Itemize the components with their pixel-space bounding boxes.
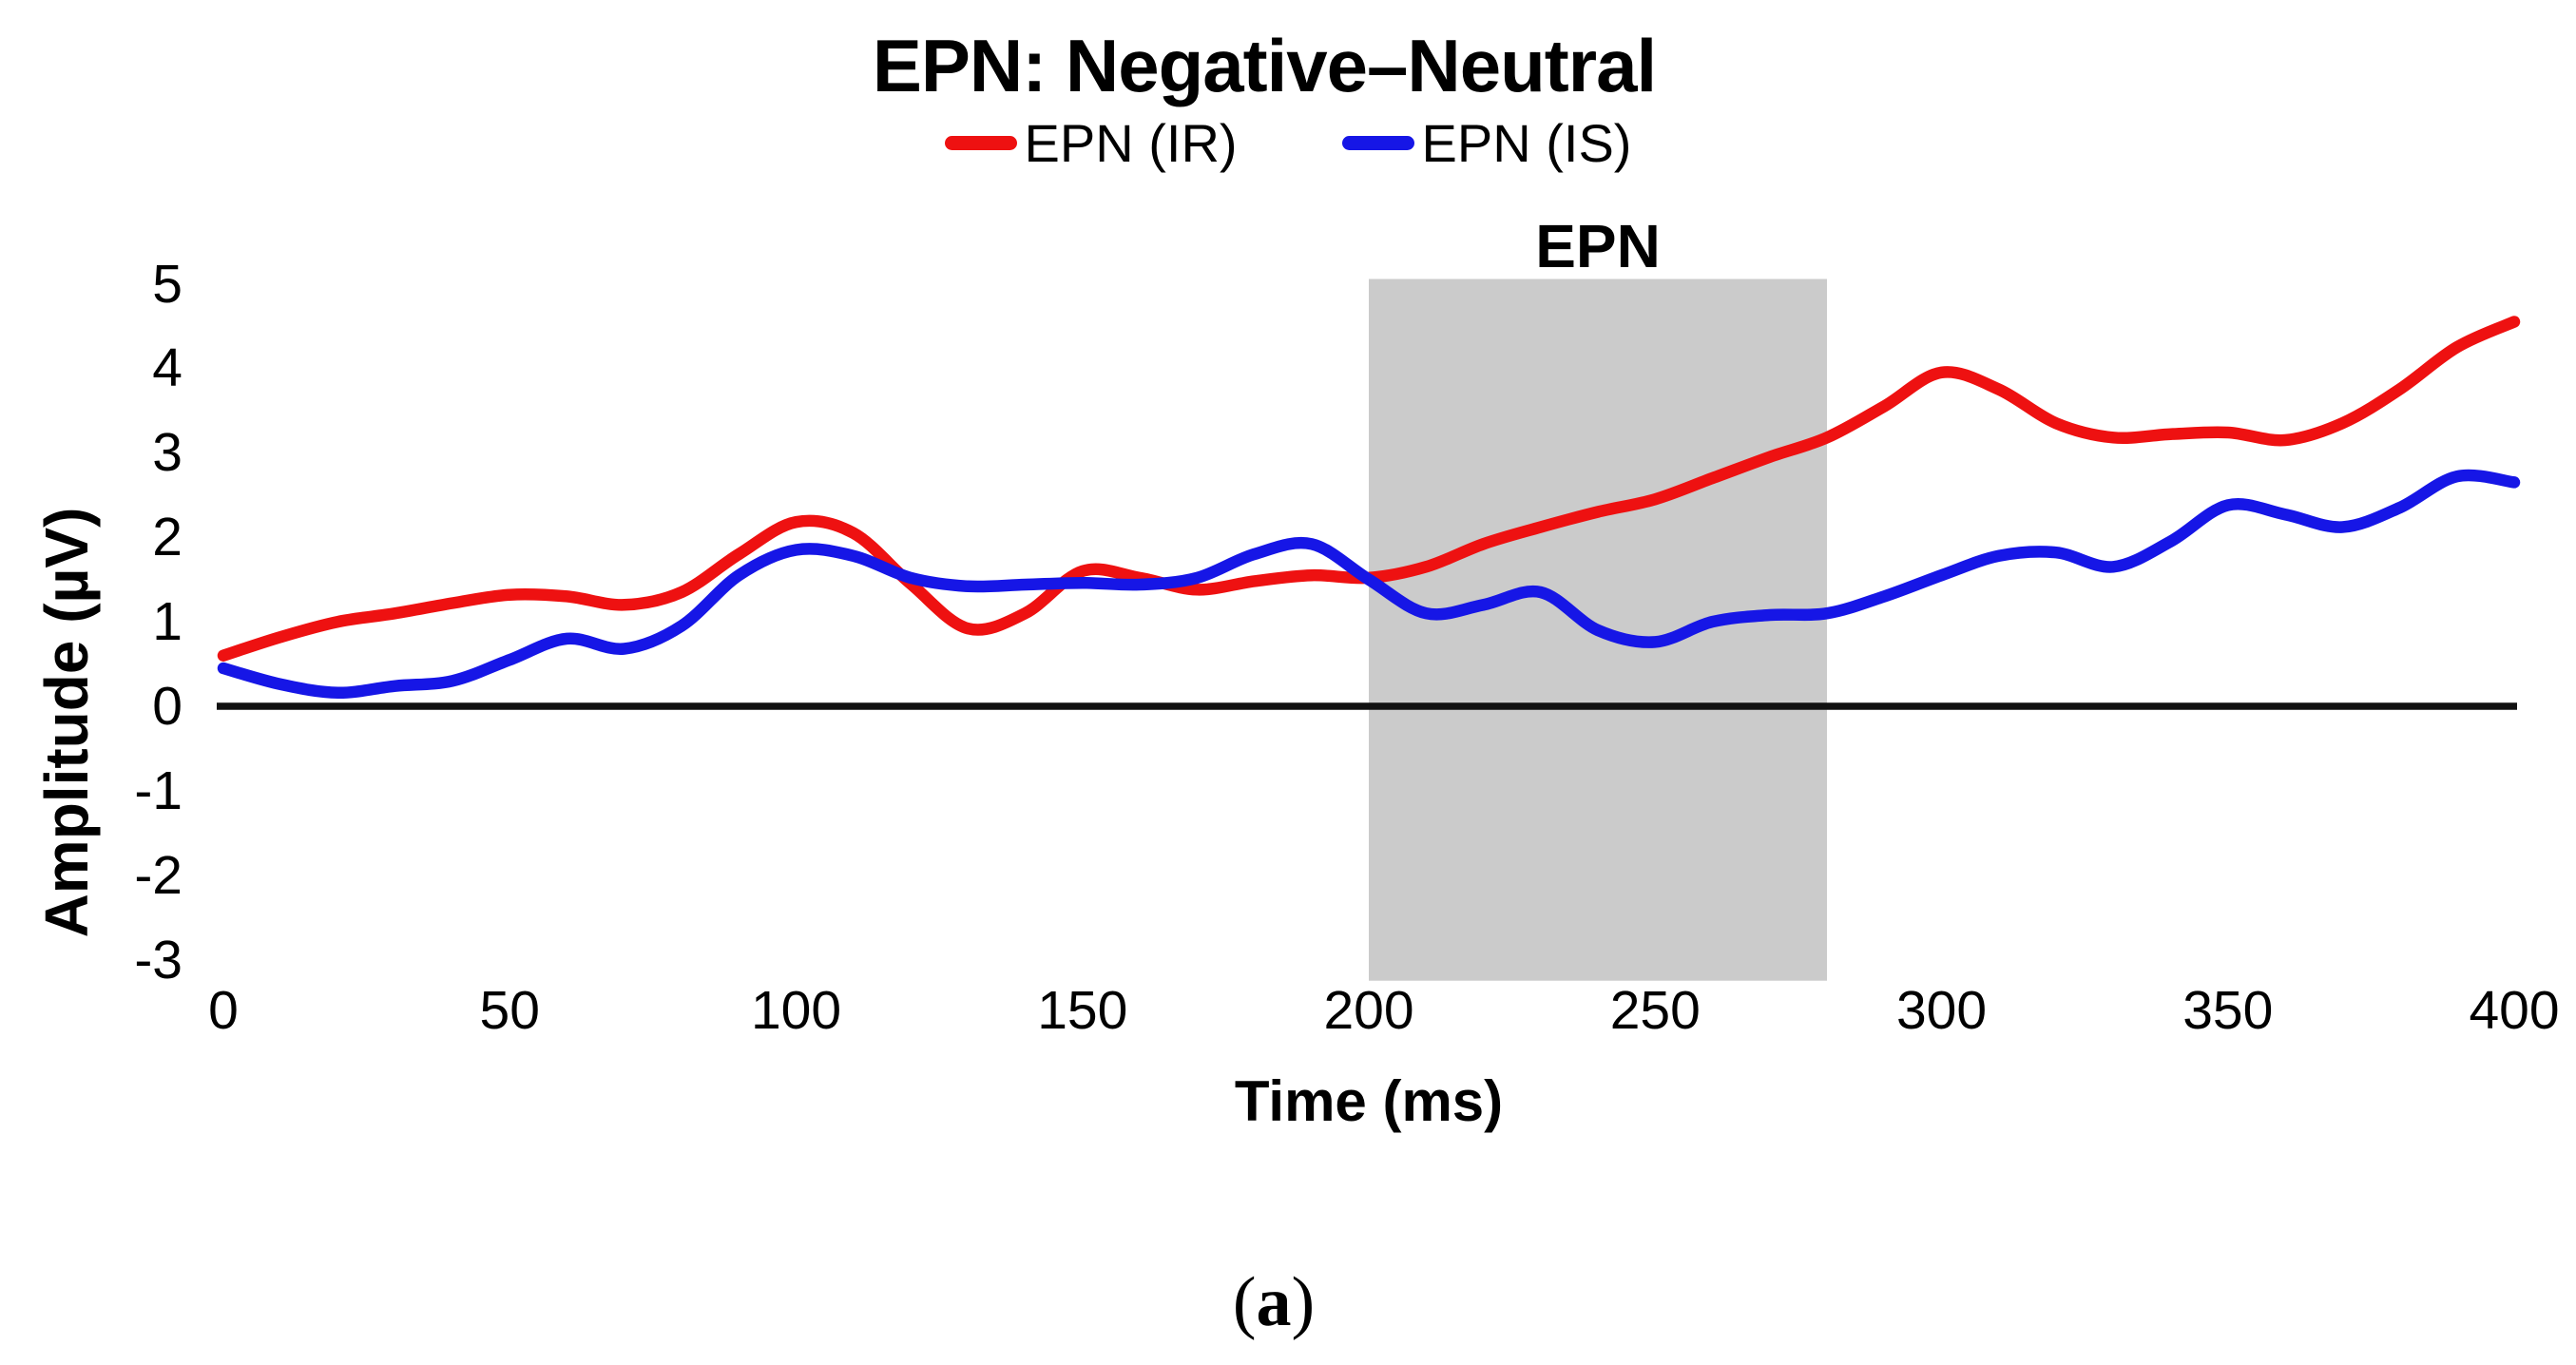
chart-title: EPN: Negative–Neutral xyxy=(872,24,1657,107)
panel-label: (a) xyxy=(0,1262,2547,1343)
legend-line-swatch-blue xyxy=(1341,136,1414,150)
y-axis-title: Amplitude (µV) xyxy=(32,507,101,938)
legend-item-epn-ir: EPN (IR) xyxy=(944,112,1238,174)
panel-label-open-paren: ( xyxy=(1232,1263,1257,1341)
panel-label-letter: a xyxy=(1256,1263,1292,1341)
legend-item-epn-is: EPN (IS) xyxy=(1341,112,1632,174)
legend-label-epn-is: EPN (IS) xyxy=(1421,113,1632,173)
x-axis-title: Time (ms) xyxy=(1234,1069,1504,1133)
series-line-epn-is xyxy=(217,469,2521,700)
panel-label-close-paren: ) xyxy=(1291,1263,1316,1341)
legend-label-epn-ir: EPN (IR) xyxy=(1024,113,1238,173)
legend: EPN (IR) EPN (IS) xyxy=(0,112,2576,174)
legend-line-swatch-red xyxy=(944,136,1017,150)
epn-band-label: EPN xyxy=(1535,212,1661,280)
